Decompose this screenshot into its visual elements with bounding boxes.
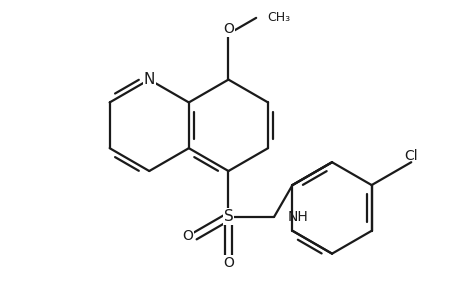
- Text: Cl: Cl: [403, 149, 417, 163]
- Text: S: S: [223, 209, 233, 224]
- Text: O: O: [182, 229, 192, 243]
- Text: O: O: [223, 22, 233, 36]
- Text: N: N: [143, 72, 155, 87]
- Text: CH₃: CH₃: [267, 11, 290, 24]
- Text: O: O: [223, 256, 233, 270]
- Text: NH: NH: [287, 210, 308, 224]
